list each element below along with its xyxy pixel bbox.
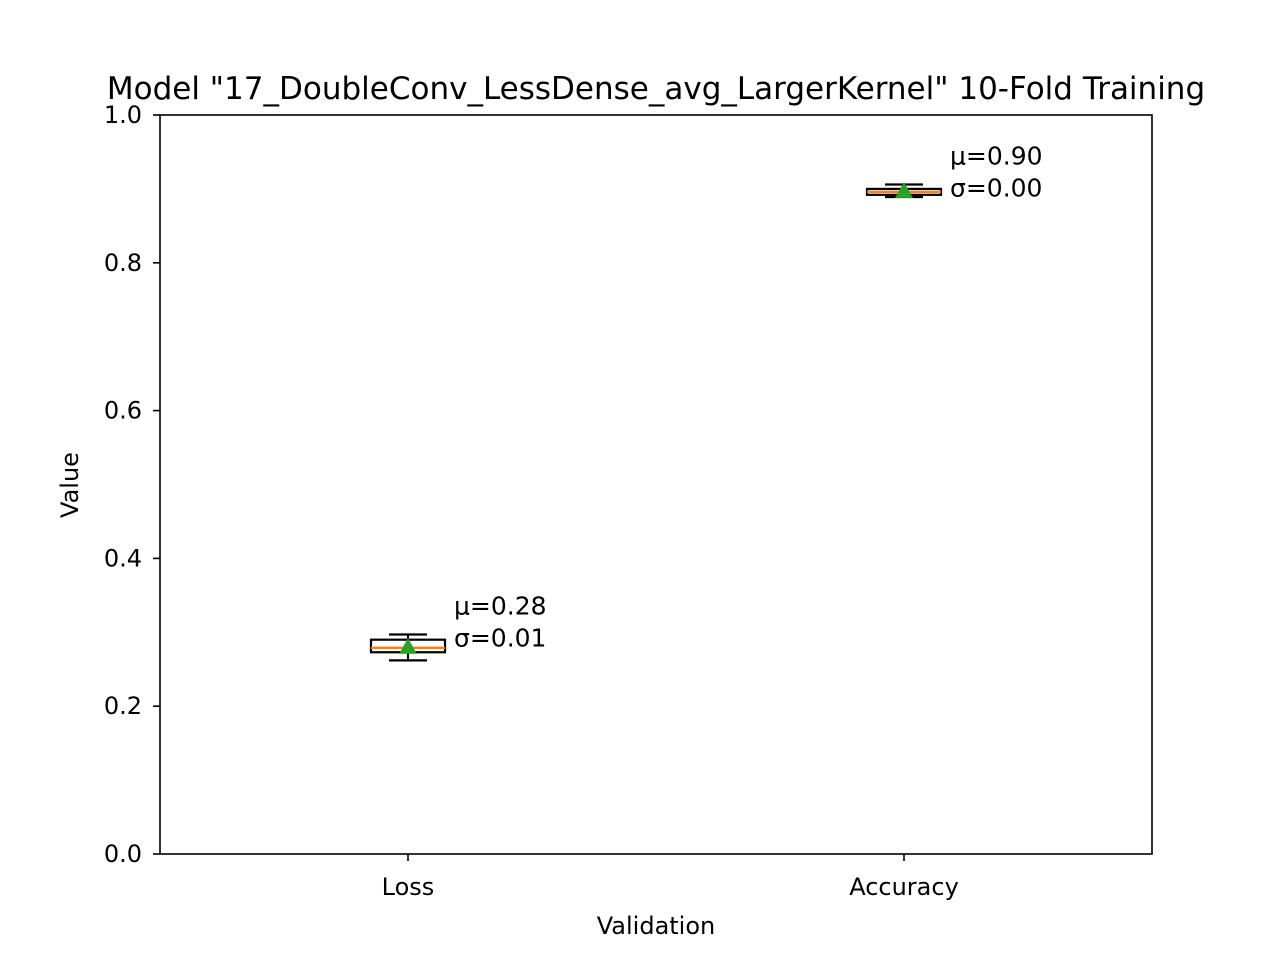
mean-marker [399, 638, 417, 654]
y-tick-label: 0.0 [104, 840, 142, 868]
axes-frame [159, 114, 1153, 855]
y-tick-label: 1.0 [104, 101, 142, 129]
box-plot-loss: μ=0.28 σ=0.01 [369, 592, 547, 662]
x-tick-label: Accuracy [849, 873, 959, 901]
stats-annotation: μ=0.90 [950, 141, 1043, 170]
y-tick-label: 0.4 [104, 544, 142, 572]
y-tick-label: 0.2 [104, 692, 142, 720]
mean-marker [895, 182, 913, 198]
stats-annotation: σ=0.00 [950, 173, 1042, 202]
y-tick-label: 0.6 [104, 397, 142, 425]
box-plot-accuracy: μ=0.90 σ=0.00 [865, 141, 1043, 202]
y-tick-label: 0.8 [104, 249, 142, 277]
x-axis-label: Validation [597, 912, 716, 940]
stats-annotation: σ=0.01 [454, 624, 546, 653]
chart-title: Model "17_DoubleConv_LessDense_avg_Large… [107, 71, 1205, 107]
stats-annotation: μ=0.28 [454, 592, 547, 621]
plot-area: μ=0.28 σ=0.01 μ=0.90 σ=0.00 [369, 141, 1043, 662]
y-axis-label: Value [56, 452, 84, 518]
x-tick-label: Loss [382, 873, 435, 901]
